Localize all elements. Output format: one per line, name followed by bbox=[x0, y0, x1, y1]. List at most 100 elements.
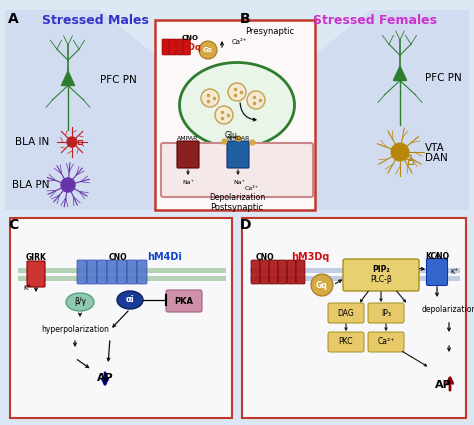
Text: Stressed Females: Stressed Females bbox=[313, 14, 437, 27]
FancyBboxPatch shape bbox=[127, 260, 137, 284]
Text: hM3Dq: hM3Dq bbox=[291, 252, 329, 262]
FancyBboxPatch shape bbox=[117, 260, 127, 284]
Circle shape bbox=[391, 143, 409, 161]
Text: Glu: Glu bbox=[225, 130, 238, 139]
FancyBboxPatch shape bbox=[260, 260, 269, 284]
Circle shape bbox=[311, 274, 333, 296]
Text: Ca²⁺: Ca²⁺ bbox=[377, 337, 395, 346]
Text: Ca²⁺: Ca²⁺ bbox=[245, 185, 259, 190]
Text: K⁺: K⁺ bbox=[24, 285, 32, 291]
FancyBboxPatch shape bbox=[343, 259, 419, 291]
Circle shape bbox=[199, 41, 217, 59]
Text: hyperpolarization: hyperpolarization bbox=[41, 326, 109, 334]
Ellipse shape bbox=[66, 293, 94, 311]
Ellipse shape bbox=[180, 62, 294, 147]
Text: BLA PN: BLA PN bbox=[12, 180, 49, 190]
FancyBboxPatch shape bbox=[237, 212, 474, 425]
FancyBboxPatch shape bbox=[18, 276, 226, 281]
FancyBboxPatch shape bbox=[368, 303, 404, 323]
Polygon shape bbox=[5, 10, 155, 210]
Text: Depolarization: Depolarization bbox=[209, 193, 265, 201]
Text: Na⁺: Na⁺ bbox=[182, 179, 194, 184]
Text: B: B bbox=[240, 12, 251, 26]
Text: Gs: Gs bbox=[203, 47, 213, 53]
FancyBboxPatch shape bbox=[18, 268, 226, 273]
Text: depolarization: depolarization bbox=[421, 306, 474, 314]
Text: hM4Di: hM4Di bbox=[147, 252, 182, 262]
Text: Postsynaptic: Postsynaptic bbox=[210, 202, 264, 212]
Polygon shape bbox=[393, 66, 407, 80]
FancyBboxPatch shape bbox=[97, 260, 107, 284]
FancyBboxPatch shape bbox=[250, 268, 460, 273]
Circle shape bbox=[67, 137, 77, 147]
FancyBboxPatch shape bbox=[10, 218, 232, 418]
Text: D: D bbox=[240, 218, 252, 232]
Text: AP: AP bbox=[435, 380, 451, 390]
Text: BLA IN: BLA IN bbox=[15, 137, 49, 147]
Circle shape bbox=[215, 106, 233, 124]
FancyBboxPatch shape bbox=[250, 276, 460, 281]
Circle shape bbox=[247, 91, 265, 109]
Text: PIP₂: PIP₂ bbox=[372, 266, 390, 275]
FancyBboxPatch shape bbox=[183, 39, 191, 55]
FancyBboxPatch shape bbox=[227, 141, 249, 168]
Text: CNO: CNO bbox=[182, 35, 199, 41]
Text: Gq: Gq bbox=[316, 280, 328, 289]
Text: hM3Dq: hM3Dq bbox=[168, 42, 201, 51]
Text: Stressed Males: Stressed Males bbox=[42, 14, 148, 27]
FancyBboxPatch shape bbox=[296, 260, 305, 284]
Circle shape bbox=[61, 178, 75, 192]
Text: IP₃: IP₃ bbox=[381, 309, 391, 317]
FancyBboxPatch shape bbox=[77, 260, 87, 284]
FancyBboxPatch shape bbox=[328, 303, 364, 323]
FancyBboxPatch shape bbox=[161, 143, 313, 197]
Text: PLC-β: PLC-β bbox=[370, 275, 392, 284]
Text: Presynaptic: Presynaptic bbox=[246, 27, 294, 36]
Text: GIRK: GIRK bbox=[26, 253, 46, 263]
FancyBboxPatch shape bbox=[0, 212, 237, 425]
FancyBboxPatch shape bbox=[107, 260, 117, 284]
FancyBboxPatch shape bbox=[176, 39, 183, 55]
Text: CNO: CNO bbox=[109, 252, 128, 261]
Polygon shape bbox=[315, 10, 469, 210]
Text: PKC: PKC bbox=[339, 337, 353, 346]
Text: VTA: VTA bbox=[425, 143, 445, 153]
FancyBboxPatch shape bbox=[0, 0, 474, 212]
FancyBboxPatch shape bbox=[162, 39, 170, 55]
Text: CNO: CNO bbox=[255, 252, 274, 261]
FancyBboxPatch shape bbox=[427, 258, 447, 286]
FancyBboxPatch shape bbox=[251, 260, 260, 284]
FancyBboxPatch shape bbox=[242, 218, 466, 418]
Text: K⁺: K⁺ bbox=[451, 269, 459, 275]
Circle shape bbox=[201, 89, 219, 107]
FancyBboxPatch shape bbox=[169, 39, 176, 55]
Text: C: C bbox=[8, 218, 18, 232]
Text: αi: αi bbox=[126, 295, 134, 304]
Text: NMDAR: NMDAR bbox=[226, 136, 250, 141]
Ellipse shape bbox=[117, 291, 143, 309]
FancyBboxPatch shape bbox=[278, 260, 287, 284]
Text: PFC PN: PFC PN bbox=[100, 75, 137, 85]
Text: AMPAR: AMPAR bbox=[177, 136, 199, 141]
Circle shape bbox=[228, 83, 246, 101]
FancyBboxPatch shape bbox=[87, 260, 97, 284]
Text: Na⁺: Na⁺ bbox=[233, 179, 245, 184]
Text: AP: AP bbox=[97, 373, 113, 383]
Text: DAN: DAN bbox=[425, 153, 448, 163]
FancyBboxPatch shape bbox=[166, 290, 202, 312]
FancyBboxPatch shape bbox=[287, 260, 296, 284]
FancyBboxPatch shape bbox=[328, 332, 364, 352]
Text: Ca²⁺: Ca²⁺ bbox=[232, 39, 247, 45]
Text: β/γ: β/γ bbox=[74, 298, 86, 306]
FancyBboxPatch shape bbox=[27, 261, 45, 287]
FancyBboxPatch shape bbox=[269, 260, 278, 284]
Text: PKA: PKA bbox=[174, 297, 193, 306]
Text: PFC PN: PFC PN bbox=[425, 73, 462, 83]
FancyBboxPatch shape bbox=[137, 260, 147, 284]
FancyBboxPatch shape bbox=[155, 20, 315, 210]
Text: A: A bbox=[8, 12, 19, 26]
Polygon shape bbox=[62, 71, 74, 85]
Text: DAG: DAG bbox=[337, 309, 355, 317]
Text: KCNQ: KCNQ bbox=[425, 252, 449, 261]
FancyBboxPatch shape bbox=[368, 332, 404, 352]
